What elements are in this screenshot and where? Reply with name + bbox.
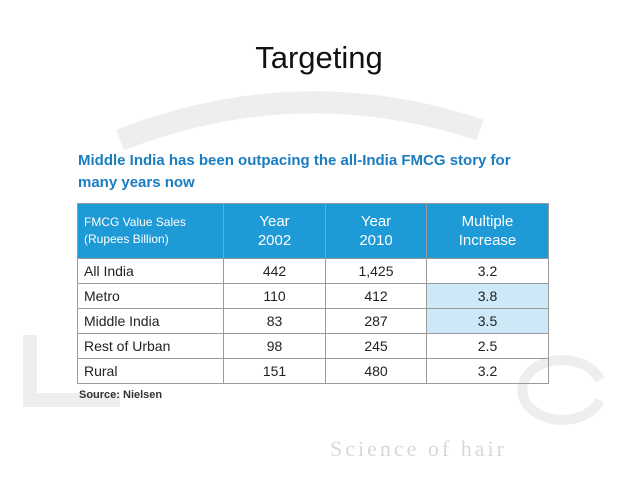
header-cell: FMCG Value Sales (Rupees Billion) xyxy=(77,203,224,259)
header-line: Multiple xyxy=(461,213,514,230)
header-line: FMCG Value Sales xyxy=(84,215,186,229)
table-cell: 245 xyxy=(325,333,427,359)
table-cell: 110 xyxy=(223,283,326,309)
table-cell: 3.2 xyxy=(426,358,549,384)
subtitle-line: Middle India has been outpacing the all-… xyxy=(78,152,511,169)
table-cell: 412 xyxy=(325,283,427,309)
table-cell: 83 xyxy=(223,308,326,334)
header-line: Year xyxy=(360,213,392,230)
table-cell: 3.8 xyxy=(426,283,549,309)
table-cell: 3.5 xyxy=(426,308,549,334)
data-table: FMCG Value Sales (Rupees Billion) Year 2002… xyxy=(77,203,549,384)
table-cell: Middle India xyxy=(77,308,224,334)
table-cell: Rest of Urban xyxy=(77,333,224,359)
table-cell: All India xyxy=(77,258,224,284)
table-cell: 442 xyxy=(223,258,326,284)
table-cell: Metro xyxy=(77,283,224,309)
slide-title: Targeting xyxy=(255,40,383,75)
header-line: (Rupees Billion) xyxy=(84,232,169,246)
table-row: Rural 151 480 3.2 xyxy=(77,358,549,384)
header-row: FMCG Value Sales (Rupees Billion) Year 2002… xyxy=(77,203,549,259)
table-cell: 287 xyxy=(325,308,427,334)
header-line: 2002 xyxy=(257,232,292,249)
header-line: Year xyxy=(259,213,290,230)
table-cell: Rural xyxy=(77,358,224,384)
header-cell: Year 2002 xyxy=(223,203,326,259)
table-cell: 98 xyxy=(223,333,326,359)
table-cell: 1,425 xyxy=(325,258,427,284)
table-cell: 3.2 xyxy=(426,258,549,284)
subtitle: Middle India has been outpacing the all-… xyxy=(78,150,511,194)
source-note: Source: Nielsen xyxy=(79,389,163,401)
table-row: All India 442 1,425 3.2 xyxy=(77,258,549,284)
header-line: 2010 xyxy=(359,232,393,249)
watermark-letter xyxy=(517,355,605,425)
table-cell: 480 xyxy=(325,358,427,384)
header-line: Increase xyxy=(458,232,517,249)
table-cell: 2.5 xyxy=(426,333,549,359)
header-cell: Multiple Increase xyxy=(426,203,549,259)
watermark-swoosh xyxy=(116,91,484,151)
header-cell: Year 2010 xyxy=(325,203,427,259)
subtitle-line: many years now xyxy=(78,174,195,191)
table-row: Middle India 83 287 3.5 xyxy=(77,308,549,334)
watermark-letter xyxy=(23,335,120,407)
table-row: Rest of Urban 98 245 2.5 xyxy=(77,333,549,359)
watermark: Science of hair xyxy=(330,436,507,461)
table-row: Metro 110 412 3.8 xyxy=(77,283,549,309)
table-cell: 151 xyxy=(223,358,326,384)
